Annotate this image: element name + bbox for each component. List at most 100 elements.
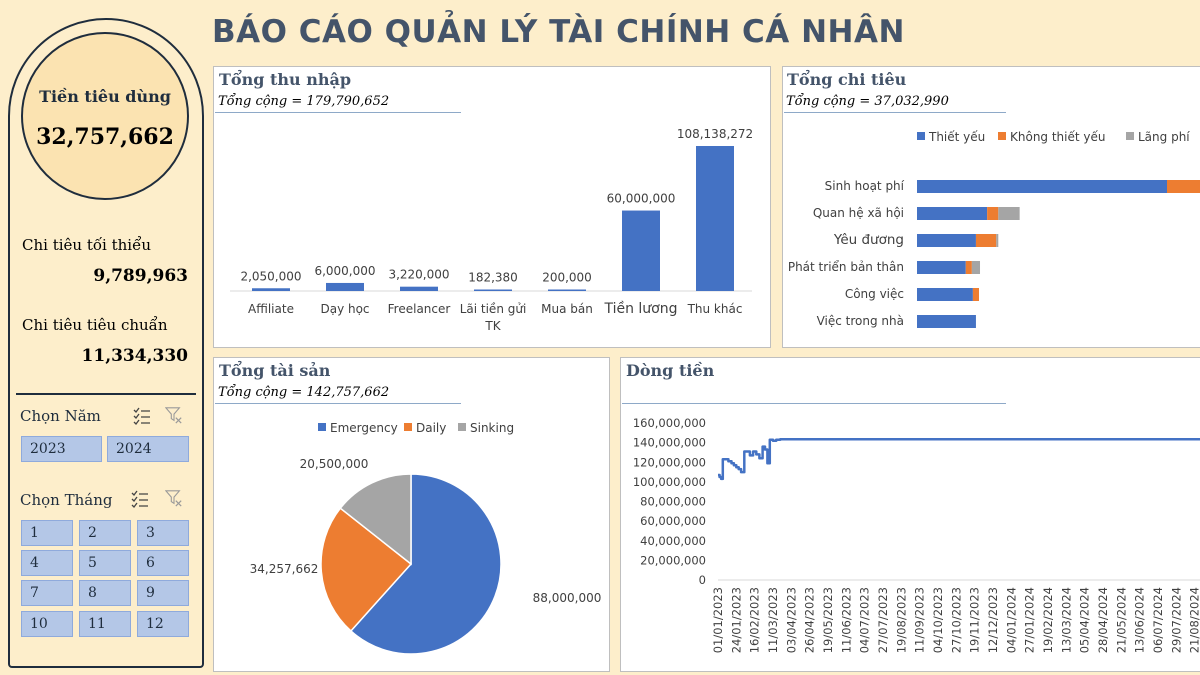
- month-option-3[interactable]: 3: [137, 520, 189, 546]
- expense-bar-segment: [917, 315, 976, 328]
- data-label: 60,000,000: [607, 192, 676, 206]
- assets-pie-chart: Emergency Daily Sinking 88,000,000 34,257,66…: [250, 421, 602, 655]
- x-tick-label: 12/12/2023: [986, 587, 1000, 653]
- data-label: 6,000,000: [314, 264, 375, 278]
- y-tick-label: 80,000,000: [640, 495, 706, 509]
- income-bar: [548, 289, 586, 291]
- legend-swatch: [998, 132, 1006, 140]
- clear-filter-icon[interactable]: [165, 406, 183, 424]
- income-bar: [252, 288, 290, 291]
- income-title: Tổng thu nhập: [219, 70, 352, 89]
- expense-bar-segment: [975, 234, 997, 247]
- year-option-2023[interactable]: 2023: [21, 436, 102, 462]
- x-tick-label: 27/10/2023: [949, 587, 963, 653]
- month-option-6[interactable]: 6: [137, 550, 189, 576]
- pie-slice: [339, 473, 412, 566]
- assets-title-underline: [215, 403, 461, 404]
- sidebar-divider: [16, 393, 196, 395]
- x-tick-label: 13/06/2024: [1133, 587, 1147, 653]
- category-label: Freelancer: [388, 302, 451, 316]
- cashflow-line-chart: 0 20,000,000 40,000,000 60,000,000 80,000,00…: [633, 416, 1200, 653]
- month-option-8[interactable]: 8: [79, 580, 131, 606]
- income-bar: [622, 210, 660, 291]
- pie-slice: [349, 473, 502, 655]
- data-label: 108,138,272: [677, 127, 753, 141]
- clear-filter-icon[interactable]: [165, 489, 183, 507]
- x-tick-label: 27/07/2023: [876, 587, 890, 653]
- month-option-7[interactable]: 7: [21, 580, 73, 606]
- x-tick-label: 26/04/2023: [803, 587, 817, 653]
- y-tick-label: 120,000,000: [633, 455, 706, 469]
- x-tick-label: 11/06/2023: [839, 587, 853, 653]
- category-label: Tiền lương: [603, 300, 677, 317]
- month-option-11[interactable]: 11: [79, 611, 131, 637]
- x-tick-label: 19/08/2023: [894, 587, 908, 653]
- y-tick-label: 20,000,000: [640, 553, 706, 567]
- category-label: Sinh hoạt phí: [825, 179, 905, 193]
- expense-bar-segment: [917, 261, 966, 274]
- std-spending-value: 11,334,330: [81, 346, 188, 366]
- month-option-9[interactable]: 9: [137, 580, 189, 606]
- x-tick-label: 04/07/2023: [858, 587, 872, 653]
- min-spending-value: 9,789,963: [93, 266, 188, 286]
- x-tick-label: 19/05/2023: [821, 587, 835, 653]
- x-tick-label: 27/01/2024: [1023, 587, 1037, 653]
- legend-label: Không thiết yếu: [1010, 130, 1106, 144]
- x-tick-label: 29/07/2024: [1169, 587, 1183, 653]
- expense-bar-segment: [917, 288, 973, 301]
- income-title-underline: [215, 112, 461, 113]
- category-label: Lãi tiền gửi: [460, 302, 527, 316]
- x-tick-label: 11/09/2023: [913, 587, 927, 653]
- legend-label: Lãng phí: [1138, 130, 1190, 144]
- expense-bar-segment: [996, 234, 999, 247]
- x-tick-label: 21/08/2024: [1188, 587, 1200, 653]
- month-slicer-label: Chọn Tháng: [20, 491, 113, 509]
- x-tick-label: 13/03/2024: [1059, 587, 1073, 653]
- x-tick-label: 06/07/2024: [1151, 587, 1165, 653]
- category-label: Thu khác: [687, 302, 743, 316]
- month-option-12[interactable]: 12: [137, 611, 189, 637]
- x-tick-label: 04/10/2023: [931, 587, 945, 653]
- month-option-2[interactable]: 2: [79, 520, 131, 546]
- data-label: 34,257,662: [250, 562, 319, 576]
- category-label: Dạy học: [320, 302, 369, 316]
- y-tick-label: 100,000,000: [633, 475, 706, 489]
- data-label: 88,000,000: [533, 591, 602, 605]
- income-bar: [696, 146, 734, 291]
- multi-select-icon[interactable]: [133, 407, 151, 425]
- category-label: Quan hệ xã hội: [813, 206, 904, 220]
- legend-swatch: [318, 423, 326, 431]
- category-label: Công việc: [845, 287, 904, 301]
- expense-bar-segment: [998, 207, 1020, 220]
- data-label: 2,050,000: [240, 269, 301, 283]
- assets-total: Tổng cộng = 142,757,662: [218, 385, 390, 400]
- income-total: Tổng cộng = 179,790,652: [218, 94, 390, 109]
- legend-swatch: [917, 132, 925, 140]
- category-label: Phát triển bản thân: [788, 260, 904, 274]
- category-label: Việc trong nhà: [817, 314, 904, 328]
- month-option-1[interactable]: 1: [21, 520, 73, 546]
- category-label: Mua bán: [541, 302, 593, 316]
- expense-bar-segment: [987, 207, 999, 220]
- year-slicer-label: Chọn Năm: [20, 407, 101, 425]
- expense-total: Tổng cộng = 37,032,990: [786, 94, 949, 109]
- category-label: Yêu đương: [833, 232, 904, 248]
- income-panel: [213, 66, 771, 348]
- year-option-2024[interactable]: 2024: [107, 436, 189, 462]
- month-option-5[interactable]: 5: [79, 550, 131, 576]
- month-option-10[interactable]: 10: [21, 611, 73, 637]
- expense-bar-segment: [971, 261, 981, 274]
- data-label: 3,220,000: [388, 268, 449, 282]
- income-bar: [400, 286, 438, 291]
- cashflow-title: Dòng tiền: [626, 361, 715, 380]
- expense-title: Tổng chi tiêu: [787, 70, 907, 89]
- expense-bar-segment: [917, 234, 976, 247]
- cashflow-line: [718, 437, 1200, 481]
- multi-select-icon[interactable]: [131, 490, 149, 508]
- month-option-4[interactable]: 4: [21, 550, 73, 576]
- data-label: 182,380: [468, 271, 518, 285]
- std-spending-label: Chi tiêu tiêu chuẩn: [22, 316, 168, 334]
- min-spending-label: Chi tiêu tối thiểu: [22, 236, 151, 254]
- x-tick-label: 03/04/2023: [784, 587, 798, 653]
- x-tick-label: 11/03/2023: [766, 587, 780, 653]
